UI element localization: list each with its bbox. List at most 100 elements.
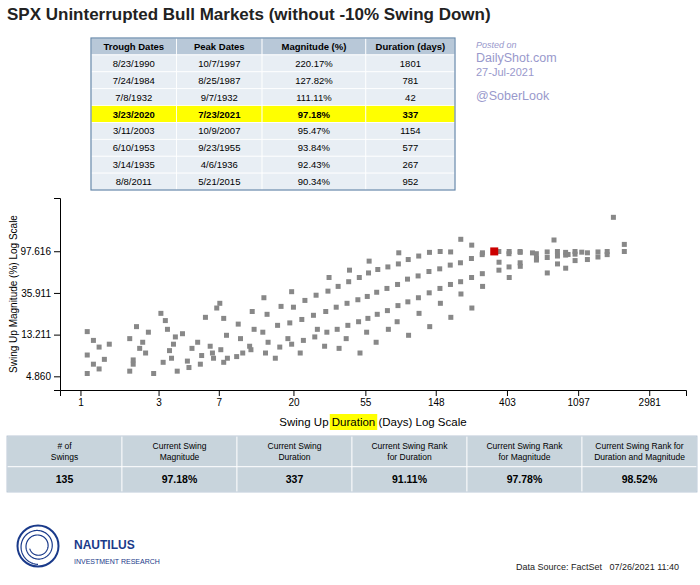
table-cell bbox=[177, 89, 263, 106]
scatter-point bbox=[534, 251, 539, 256]
scatter-point bbox=[311, 313, 316, 318]
scatter-point bbox=[210, 351, 215, 356]
table-cell bbox=[91, 139, 177, 156]
scatter-point bbox=[573, 258, 578, 263]
scatter-point bbox=[405, 299, 410, 304]
table-cell bbox=[366, 173, 455, 190]
tick-label: 148 bbox=[428, 397, 445, 408]
scatter-point bbox=[480, 271, 485, 276]
x-axis-title-highlight bbox=[330, 414, 377, 430]
table-cell bbox=[177, 139, 263, 156]
table-cell-text: 95.47% bbox=[298, 125, 331, 136]
scatter-point bbox=[322, 344, 327, 349]
scatter-point bbox=[364, 330, 369, 335]
tick: 97.616 bbox=[20, 246, 60, 257]
scatter-point bbox=[91, 362, 96, 367]
table-cell bbox=[177, 122, 263, 139]
scatter-point bbox=[85, 329, 90, 334]
tick-mark bbox=[80, 390, 81, 396]
table-cell-text: 1801 bbox=[400, 58, 421, 69]
scatter-point bbox=[214, 306, 219, 311]
scatter-point bbox=[507, 264, 512, 269]
scatter-point bbox=[143, 351, 148, 356]
stats-header-line: Swings bbox=[51, 452, 78, 462]
scatter-point bbox=[355, 297, 360, 302]
table-header: Magnitude (%) bbox=[281, 41, 346, 52]
tick: 13.211 bbox=[21, 329, 60, 340]
scatter-point bbox=[518, 264, 523, 269]
stats-header-line: Current Swing Rank bbox=[486, 441, 563, 451]
chart-title: SPX Uninterrupted Bull Markets (without … bbox=[7, 5, 491, 24]
scatter-point bbox=[585, 257, 590, 262]
table-cell-text: 10/9/2007 bbox=[198, 125, 240, 136]
tick-label: 35.911 bbox=[21, 288, 51, 299]
tick: 148 bbox=[428, 390, 445, 408]
table-cell-text: 267 bbox=[402, 159, 418, 170]
table-cell-text: 42 bbox=[405, 92, 416, 103]
watermark: DailyShot.com bbox=[476, 51, 557, 65]
scatter-point bbox=[217, 301, 222, 306]
scatter-point bbox=[448, 282, 453, 287]
table-cell-text: 220.17% bbox=[295, 58, 333, 69]
scatter-point bbox=[234, 354, 239, 359]
table-cell bbox=[177, 156, 263, 173]
tick-mark bbox=[159, 390, 160, 396]
scatter-point bbox=[91, 338, 96, 343]
tick-mark bbox=[436, 390, 437, 396]
scatter-point bbox=[384, 286, 389, 291]
scatter-point bbox=[375, 267, 380, 272]
table-cell-text: 111.11% bbox=[296, 92, 332, 103]
scatter-point bbox=[611, 215, 616, 220]
tick-label: 3 bbox=[156, 397, 162, 408]
scatter-point bbox=[545, 270, 550, 275]
tick-label: 13.211 bbox=[21, 329, 51, 340]
scatter-point bbox=[579, 250, 584, 255]
table-cell bbox=[366, 72, 455, 89]
logo bbox=[18, 526, 59, 567]
table-header-cell bbox=[262, 38, 366, 55]
tick-label: 1 bbox=[78, 397, 84, 408]
scatter-point bbox=[323, 309, 328, 314]
scatter-point bbox=[357, 275, 362, 280]
scatter-point bbox=[265, 312, 270, 317]
stats-header-cell bbox=[237, 436, 352, 467]
table-cell bbox=[91, 173, 177, 190]
scatter-point bbox=[595, 249, 600, 254]
scatter-point bbox=[158, 311, 163, 316]
scatter-point bbox=[595, 255, 600, 260]
stats-value-cell bbox=[122, 467, 237, 492]
tick-label: 55 bbox=[360, 397, 372, 408]
scatter-point bbox=[221, 316, 226, 321]
scatter-point bbox=[107, 342, 112, 347]
table-cell bbox=[91, 122, 177, 139]
table-cell bbox=[262, 156, 366, 173]
stats-header: Current Swing Rank forDuration and Magni… bbox=[594, 441, 685, 462]
tick: 2981 bbox=[639, 390, 662, 408]
x-axis-title-part: (Days) Log Scale bbox=[375, 416, 466, 428]
tick-label: 7 bbox=[217, 397, 223, 408]
scatter-point bbox=[102, 357, 107, 362]
scatter-point bbox=[238, 336, 243, 341]
scatter-point bbox=[85, 371, 90, 376]
scatter-point bbox=[301, 338, 306, 343]
tick-mark bbox=[365, 390, 366, 396]
table-cell-text: 6/10/1953 bbox=[113, 142, 155, 153]
scatter-point bbox=[324, 330, 329, 335]
stats-header-line: Current Swing Rank bbox=[371, 441, 448, 451]
scatter-point bbox=[291, 305, 296, 310]
logo-name: NAUTILUS bbox=[74, 538, 135, 552]
tick-mark bbox=[219, 390, 220, 396]
scatter-point bbox=[385, 308, 390, 313]
stats-value: 97.78% bbox=[507, 473, 543, 485]
stats-header-cell bbox=[122, 436, 237, 467]
x-axis-title-part: Duration bbox=[332, 416, 375, 428]
scatter-point bbox=[199, 353, 204, 358]
table-cell-text: 92.43% bbox=[298, 159, 331, 170]
scatter-point bbox=[218, 347, 223, 352]
stats-header-line: Magnitude bbox=[160, 452, 200, 462]
scatter-point bbox=[518, 250, 523, 255]
scatter-point bbox=[437, 286, 442, 291]
scatter-point bbox=[289, 289, 294, 294]
scatter-point bbox=[437, 266, 442, 271]
tick: 55 bbox=[360, 390, 372, 408]
